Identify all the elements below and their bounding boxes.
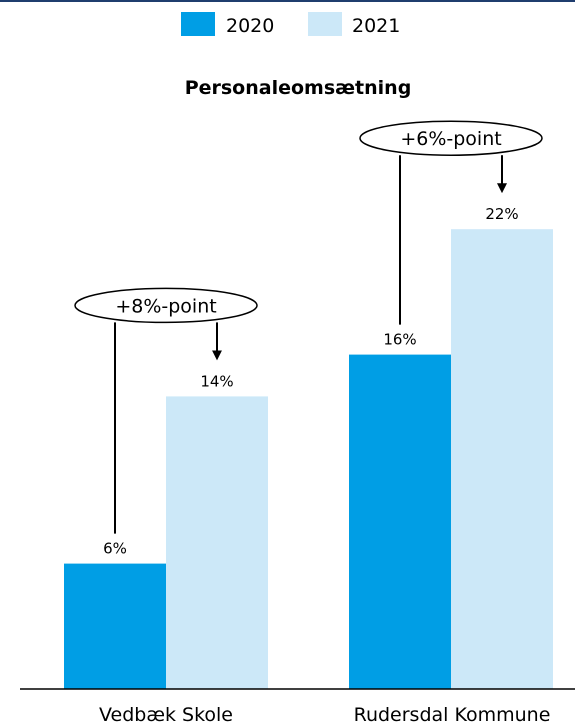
bar-rudersdal-2021 [451, 229, 553, 689]
top-rule [0, 0, 575, 2]
data-label-rudersdal-2020: 16% [383, 331, 416, 349]
data-label-vedbaek-2021: 14% [200, 372, 233, 390]
callout-text-vedbaek: +8%-point [115, 295, 216, 317]
bar-vedbaek-2021 [166, 396, 268, 689]
chart-title: Personaleomsætning [185, 77, 412, 99]
legend-swatch-2021 [308, 12, 342, 36]
category-label-rudersdal: Rudersdal Kommune [354, 704, 551, 726]
bar-rudersdal-2020 [349, 354, 451, 689]
data-label-rudersdal-2021: 22% [485, 205, 518, 223]
callout-ellipse-vedbaek [74, 287, 258, 324]
bar-vedbaek-2020 [64, 563, 166, 689]
legend-label-2020: 2020 [226, 15, 274, 37]
data-label-vedbaek-2020: 6% [103, 540, 127, 558]
callout-text-rudersdal: +6%-point [400, 128, 501, 150]
chart-marks: 6% 14% +8%-point 16% 22% +6%-point [64, 120, 553, 689]
category-label-vedbaek: Vedbæk Skole [99, 704, 233, 726]
legend: 2020 2021 [181, 12, 400, 37]
legend-swatch-2020 [181, 12, 215, 36]
legend-label-2021: 2021 [352, 15, 400, 37]
callout-ellipse-rudersdal [359, 120, 543, 156]
